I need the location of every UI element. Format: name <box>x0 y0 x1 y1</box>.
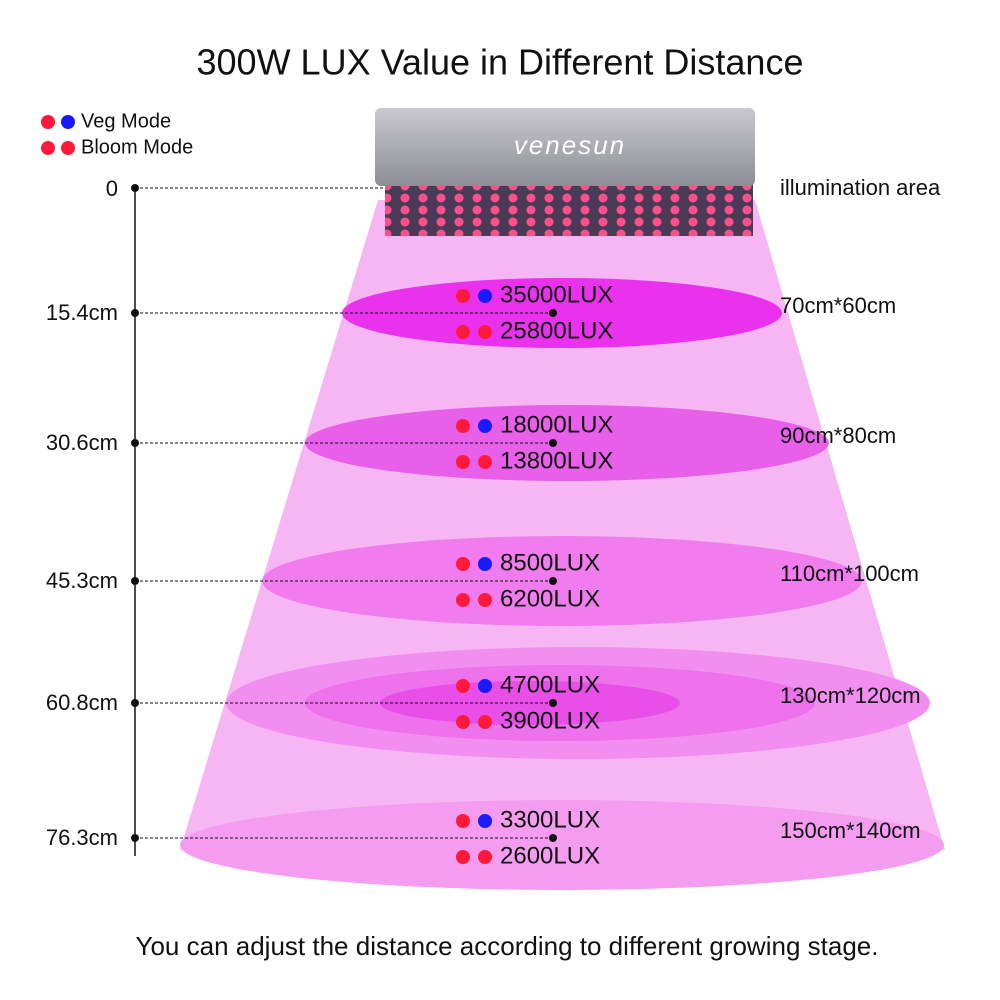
veg-dot <box>456 289 470 303</box>
legend-dot <box>61 141 75 155</box>
veg-dot <box>456 419 470 433</box>
distance-label: 15.4cm <box>46 300 118 325</box>
bloom-lux: 13800LUX <box>500 447 613 474</box>
lamp-body <box>375 108 755 186</box>
bloom-lux: 2600LUX <box>500 842 600 869</box>
axis-dot <box>131 184 139 192</box>
legend-dot <box>41 141 55 155</box>
center-dot <box>549 309 557 317</box>
veg-dot <box>456 557 470 571</box>
area-label: illumination area <box>780 175 941 200</box>
bloom-dot <box>478 325 492 339</box>
legend-label: Veg Mode <box>81 110 171 132</box>
veg-lux: 8500LUX <box>500 549 600 576</box>
legend-label: Bloom Mode <box>81 136 193 158</box>
bloom-dot <box>478 455 492 469</box>
brand: venesun <box>514 130 626 160</box>
bloom-dot <box>456 593 470 607</box>
bloom-lux: 25800LUX <box>500 317 613 344</box>
distance-label: 45.3cm <box>46 568 118 593</box>
light-spot <box>262 536 862 626</box>
area-label: 150cm*140cm <box>780 818 921 843</box>
veg-lux: 35000LUX <box>500 281 613 308</box>
bloom-dot <box>456 325 470 339</box>
veg-lux: 3300LUX <box>500 806 600 833</box>
center-dot <box>549 439 557 447</box>
light-spot <box>342 278 782 348</box>
center-dot <box>549 834 557 842</box>
light-spot <box>305 405 829 481</box>
bloom-dot <box>478 850 492 864</box>
axis-dot <box>131 309 139 317</box>
legend-dot <box>41 115 55 129</box>
veg-lux: 18000LUX <box>500 411 613 438</box>
veg-dot <box>478 814 492 828</box>
center-dot <box>549 577 557 585</box>
veg-dot <box>478 557 492 571</box>
distance-label: 30.6cm <box>46 430 118 455</box>
veg-dot <box>478 679 492 693</box>
light-spot <box>180 800 944 890</box>
bloom-dot <box>478 593 492 607</box>
axis-dot <box>131 577 139 585</box>
axis-dot <box>131 439 139 447</box>
veg-dot <box>456 679 470 693</box>
veg-dot <box>456 814 470 828</box>
bloom-dot <box>478 715 492 729</box>
led-panel <box>385 180 753 236</box>
area-label: 110cm*100cm <box>780 561 919 586</box>
distance-label: 76.3cm <box>46 825 118 850</box>
axis-dot <box>131 699 139 707</box>
bloom-dot <box>456 715 470 729</box>
area-label: 90cm*80cm <box>780 423 896 448</box>
veg-dot <box>478 289 492 303</box>
bloom-lux: 6200LUX <box>500 585 600 612</box>
title: 300W LUX Value in Different Distance <box>197 42 804 83</box>
bloom-lux: 3900LUX <box>500 707 600 734</box>
center-dot <box>549 699 557 707</box>
footer: You can adjust the distance according to… <box>136 931 879 961</box>
distance-label: 0 <box>106 176 118 201</box>
veg-dot <box>478 419 492 433</box>
distance-label: 60.8cm <box>46 690 118 715</box>
bloom-dot <box>456 850 470 864</box>
axis-dot <box>131 834 139 842</box>
legend-dot <box>61 115 75 129</box>
veg-lux: 4700LUX <box>500 671 600 698</box>
area-label: 70cm*60cm <box>780 293 896 318</box>
bloom-dot <box>456 455 470 469</box>
area-label: 130cm*120cm <box>780 683 921 708</box>
